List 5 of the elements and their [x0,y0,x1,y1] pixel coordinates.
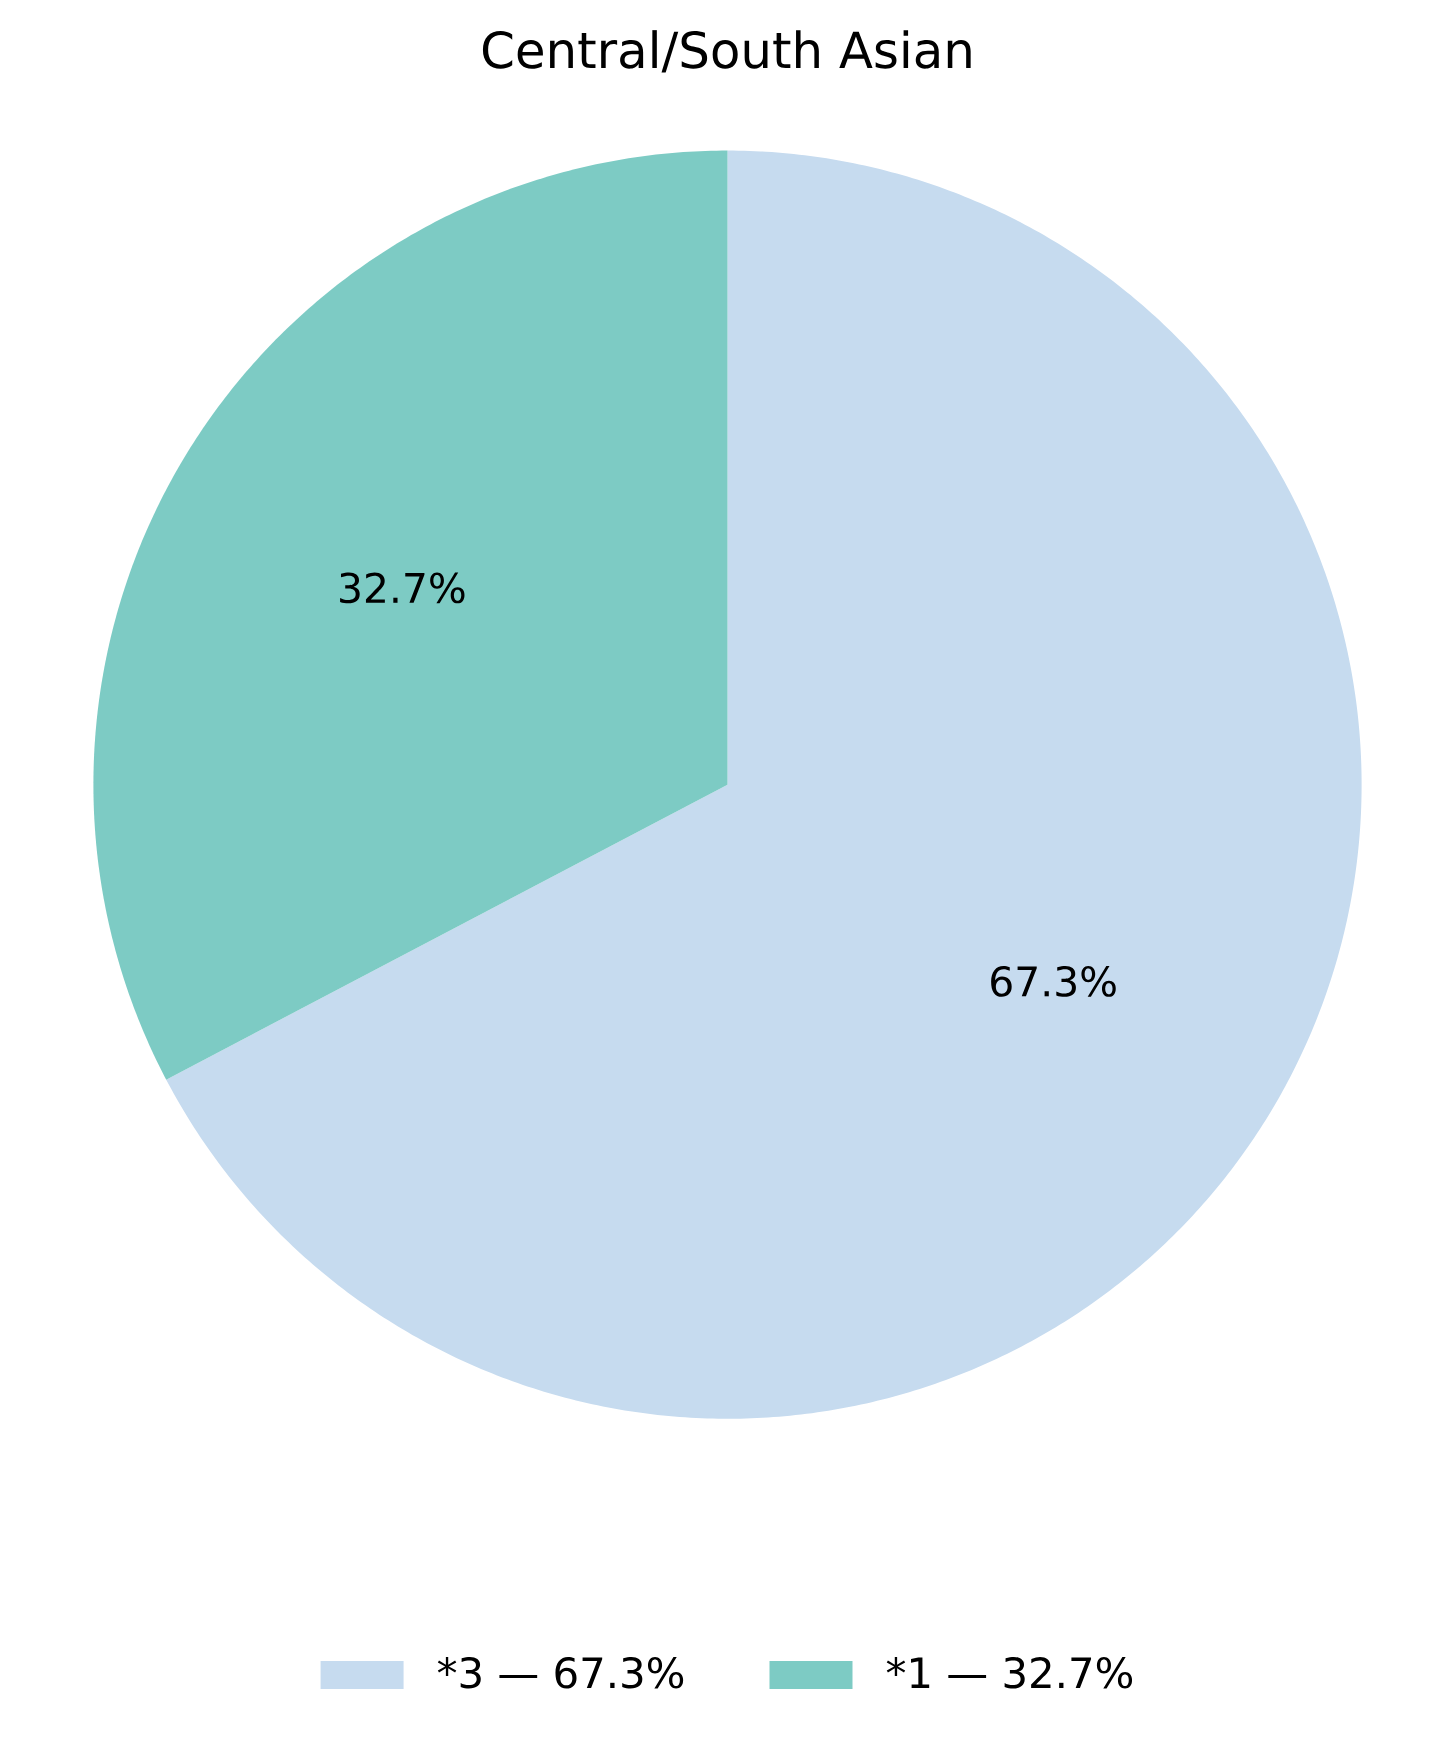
data-label: 32.7% [340,572,465,604]
legend-label: *3 — 67.3% [437,1656,684,1689]
legend-label: *1 — 32.7% [886,1656,1133,1689]
data-label: 67.3% [991,965,1116,997]
chart-title: Central/South Asian [482,30,971,73]
